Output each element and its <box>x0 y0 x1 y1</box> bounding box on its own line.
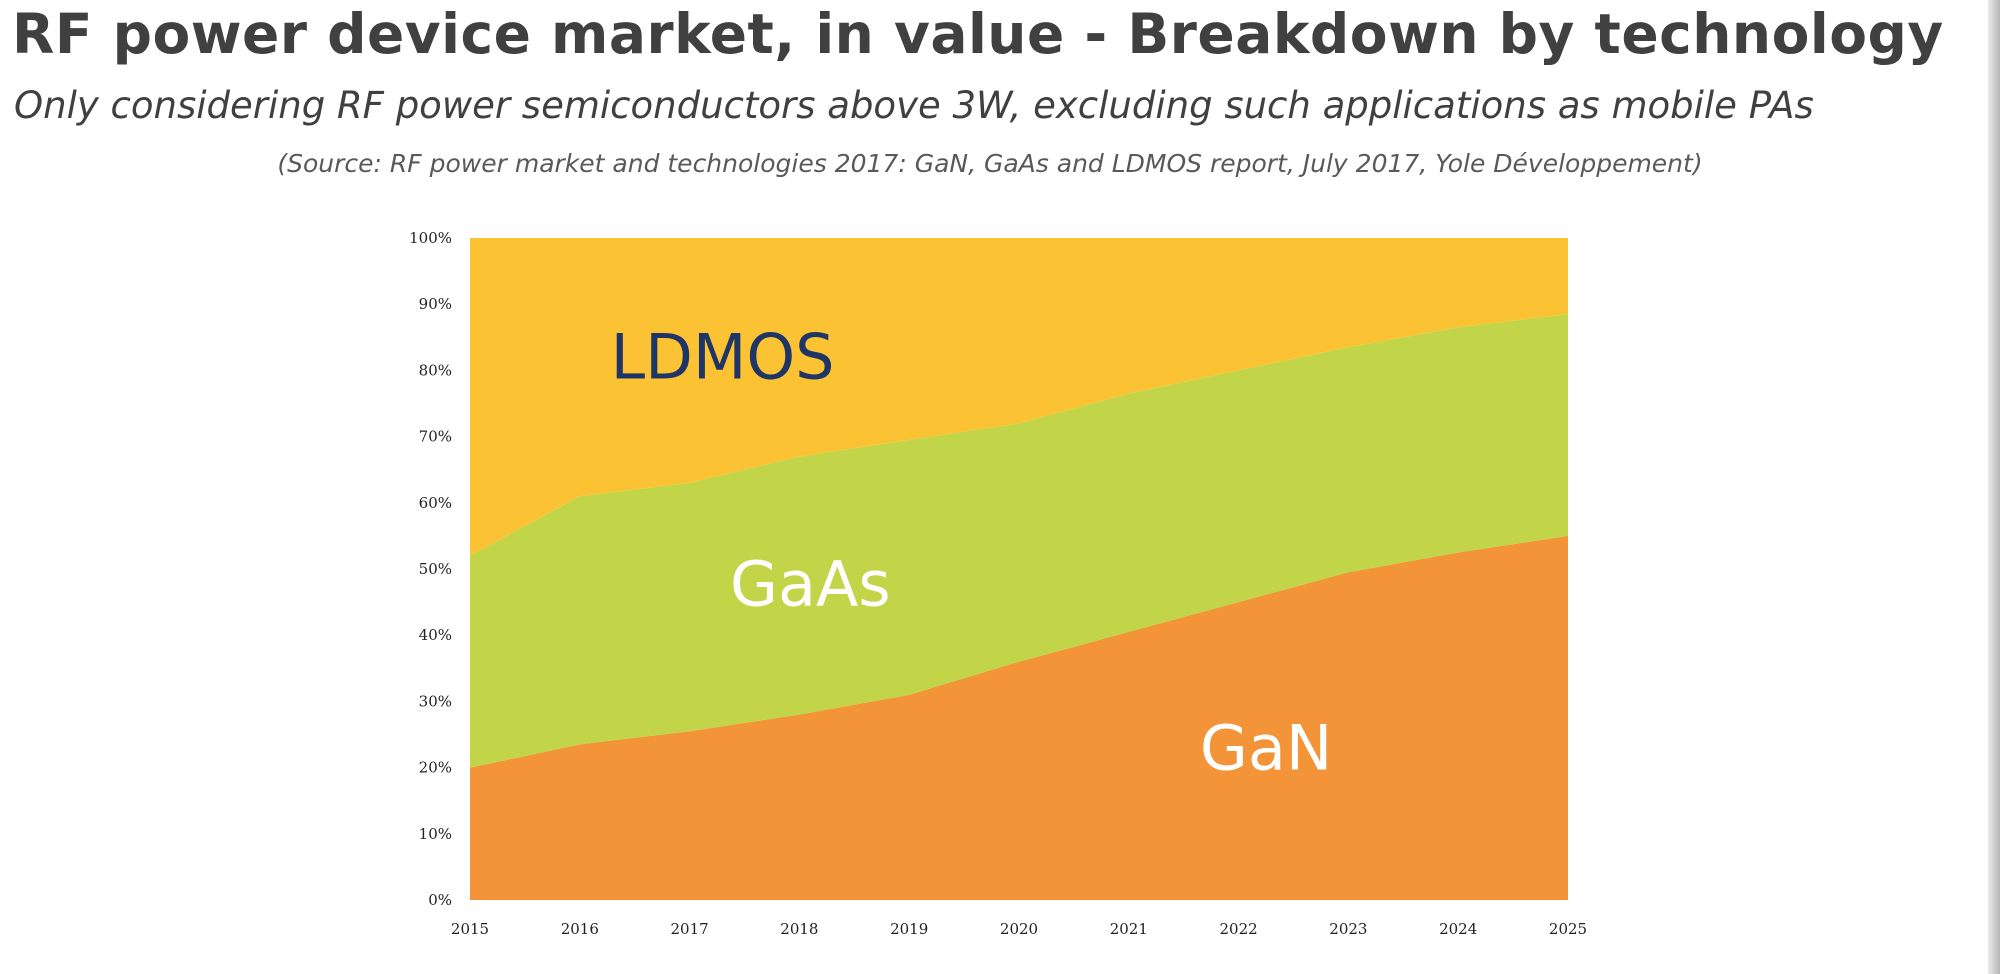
area-ldmos <box>470 238 1568 556</box>
x-tick-label: 2025 <box>1549 920 1587 938</box>
y-tick-label: 40% <box>419 626 452 644</box>
series-labels: GaN GaAs LDMOS <box>611 320 1333 784</box>
y-tick-label: 0% <box>428 891 452 909</box>
y-tick-label: 10% <box>419 825 452 843</box>
x-tick-label: 2024 <box>1439 920 1477 938</box>
window-edge <box>1988 0 2000 974</box>
area-series-group <box>470 238 1568 900</box>
x-tick-label: 2017 <box>671 920 709 938</box>
series-label-gan: GaN <box>1200 711 1332 784</box>
x-axis: 2015 2016 2017 2018 2019 2020 2021 2022 2023 2024… <box>451 920 1587 938</box>
y-tick-label: 20% <box>419 759 452 777</box>
y-tick-label: 80% <box>419 361 452 379</box>
y-tick-label: 70% <box>419 428 452 446</box>
y-tick-label: 90% <box>419 295 452 313</box>
chart-title: RF power device market, in value - Break… <box>12 2 1944 66</box>
x-tick-label: 2022 <box>1220 920 1258 938</box>
chart-subtitle: Only considering RF power semiconductors… <box>14 84 1814 127</box>
area-gan <box>470 535 1568 900</box>
x-tick-label: 2015 <box>451 920 489 938</box>
y-axis: 0% 10% 20% 30% 40% 50% 60% 70% 80% 90% 100% <box>409 229 452 909</box>
source-note: (Source: RF power market and technologie… <box>277 149 1703 178</box>
x-tick-label: 2023 <box>1329 920 1367 938</box>
y-tick-label: 100% <box>409 229 452 247</box>
series-label-ldmos: LDMOS <box>611 320 835 393</box>
series-label-gaas: GaAs <box>730 548 891 621</box>
x-tick-label: 2016 <box>561 920 599 938</box>
area-gaas <box>470 314 1568 768</box>
y-tick-label: 50% <box>419 560 452 578</box>
y-tick-label: 60% <box>419 494 452 512</box>
x-tick-label: 2021 <box>1110 920 1148 938</box>
y-tick-label: 30% <box>419 692 452 710</box>
x-tick-label: 2020 <box>1000 920 1038 938</box>
x-tick-label: 2019 <box>890 920 928 938</box>
x-tick-label: 2018 <box>780 920 818 938</box>
